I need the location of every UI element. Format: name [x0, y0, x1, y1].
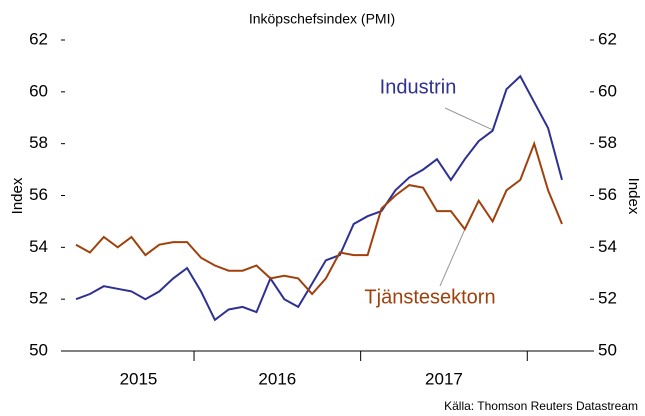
y-tick-label: 56 — [29, 185, 48, 204]
x-tick-label: 2015 — [120, 369, 158, 388]
leader-line — [439, 221, 469, 287]
y2-tick-label: 62 — [598, 29, 617, 48]
line-series — [75, 140, 563, 296]
series-label: Industrin — [380, 76, 457, 98]
y2-tick-label: 56 — [598, 185, 617, 204]
y2-tick-label: 58 — [598, 133, 617, 152]
y-tick-label: 62 — [29, 29, 48, 48]
y2-axis-label: Index — [625, 178, 642, 215]
leader-line — [444, 107, 494, 131]
x-tick-label: 2017 — [425, 369, 463, 388]
y-tick-label: 52 — [29, 289, 48, 308]
chart-subtitle: Inköpschefsindex (PMI) — [249, 11, 395, 27]
y2-tick-label: 54 — [598, 237, 617, 256]
line-series — [75, 74, 563, 322]
x-tick-label: 2016 — [258, 369, 296, 388]
y2-tick-label: 60 — [598, 81, 617, 100]
y2-tick-label: 50 — [598, 340, 617, 359]
y-tick-label: 54 — [29, 237, 48, 256]
y-tick-label: 50 — [29, 340, 48, 359]
series-label: Tjänstesektorn — [364, 286, 495, 308]
y-tick-label: 60 — [29, 81, 48, 100]
y-tick-label: 58 — [29, 133, 48, 152]
source: Källa: Thomson Reuters Datastream — [444, 399, 638, 413]
y2-tick-label: 52 — [598, 289, 617, 308]
y-axis-label: Index — [9, 177, 26, 214]
